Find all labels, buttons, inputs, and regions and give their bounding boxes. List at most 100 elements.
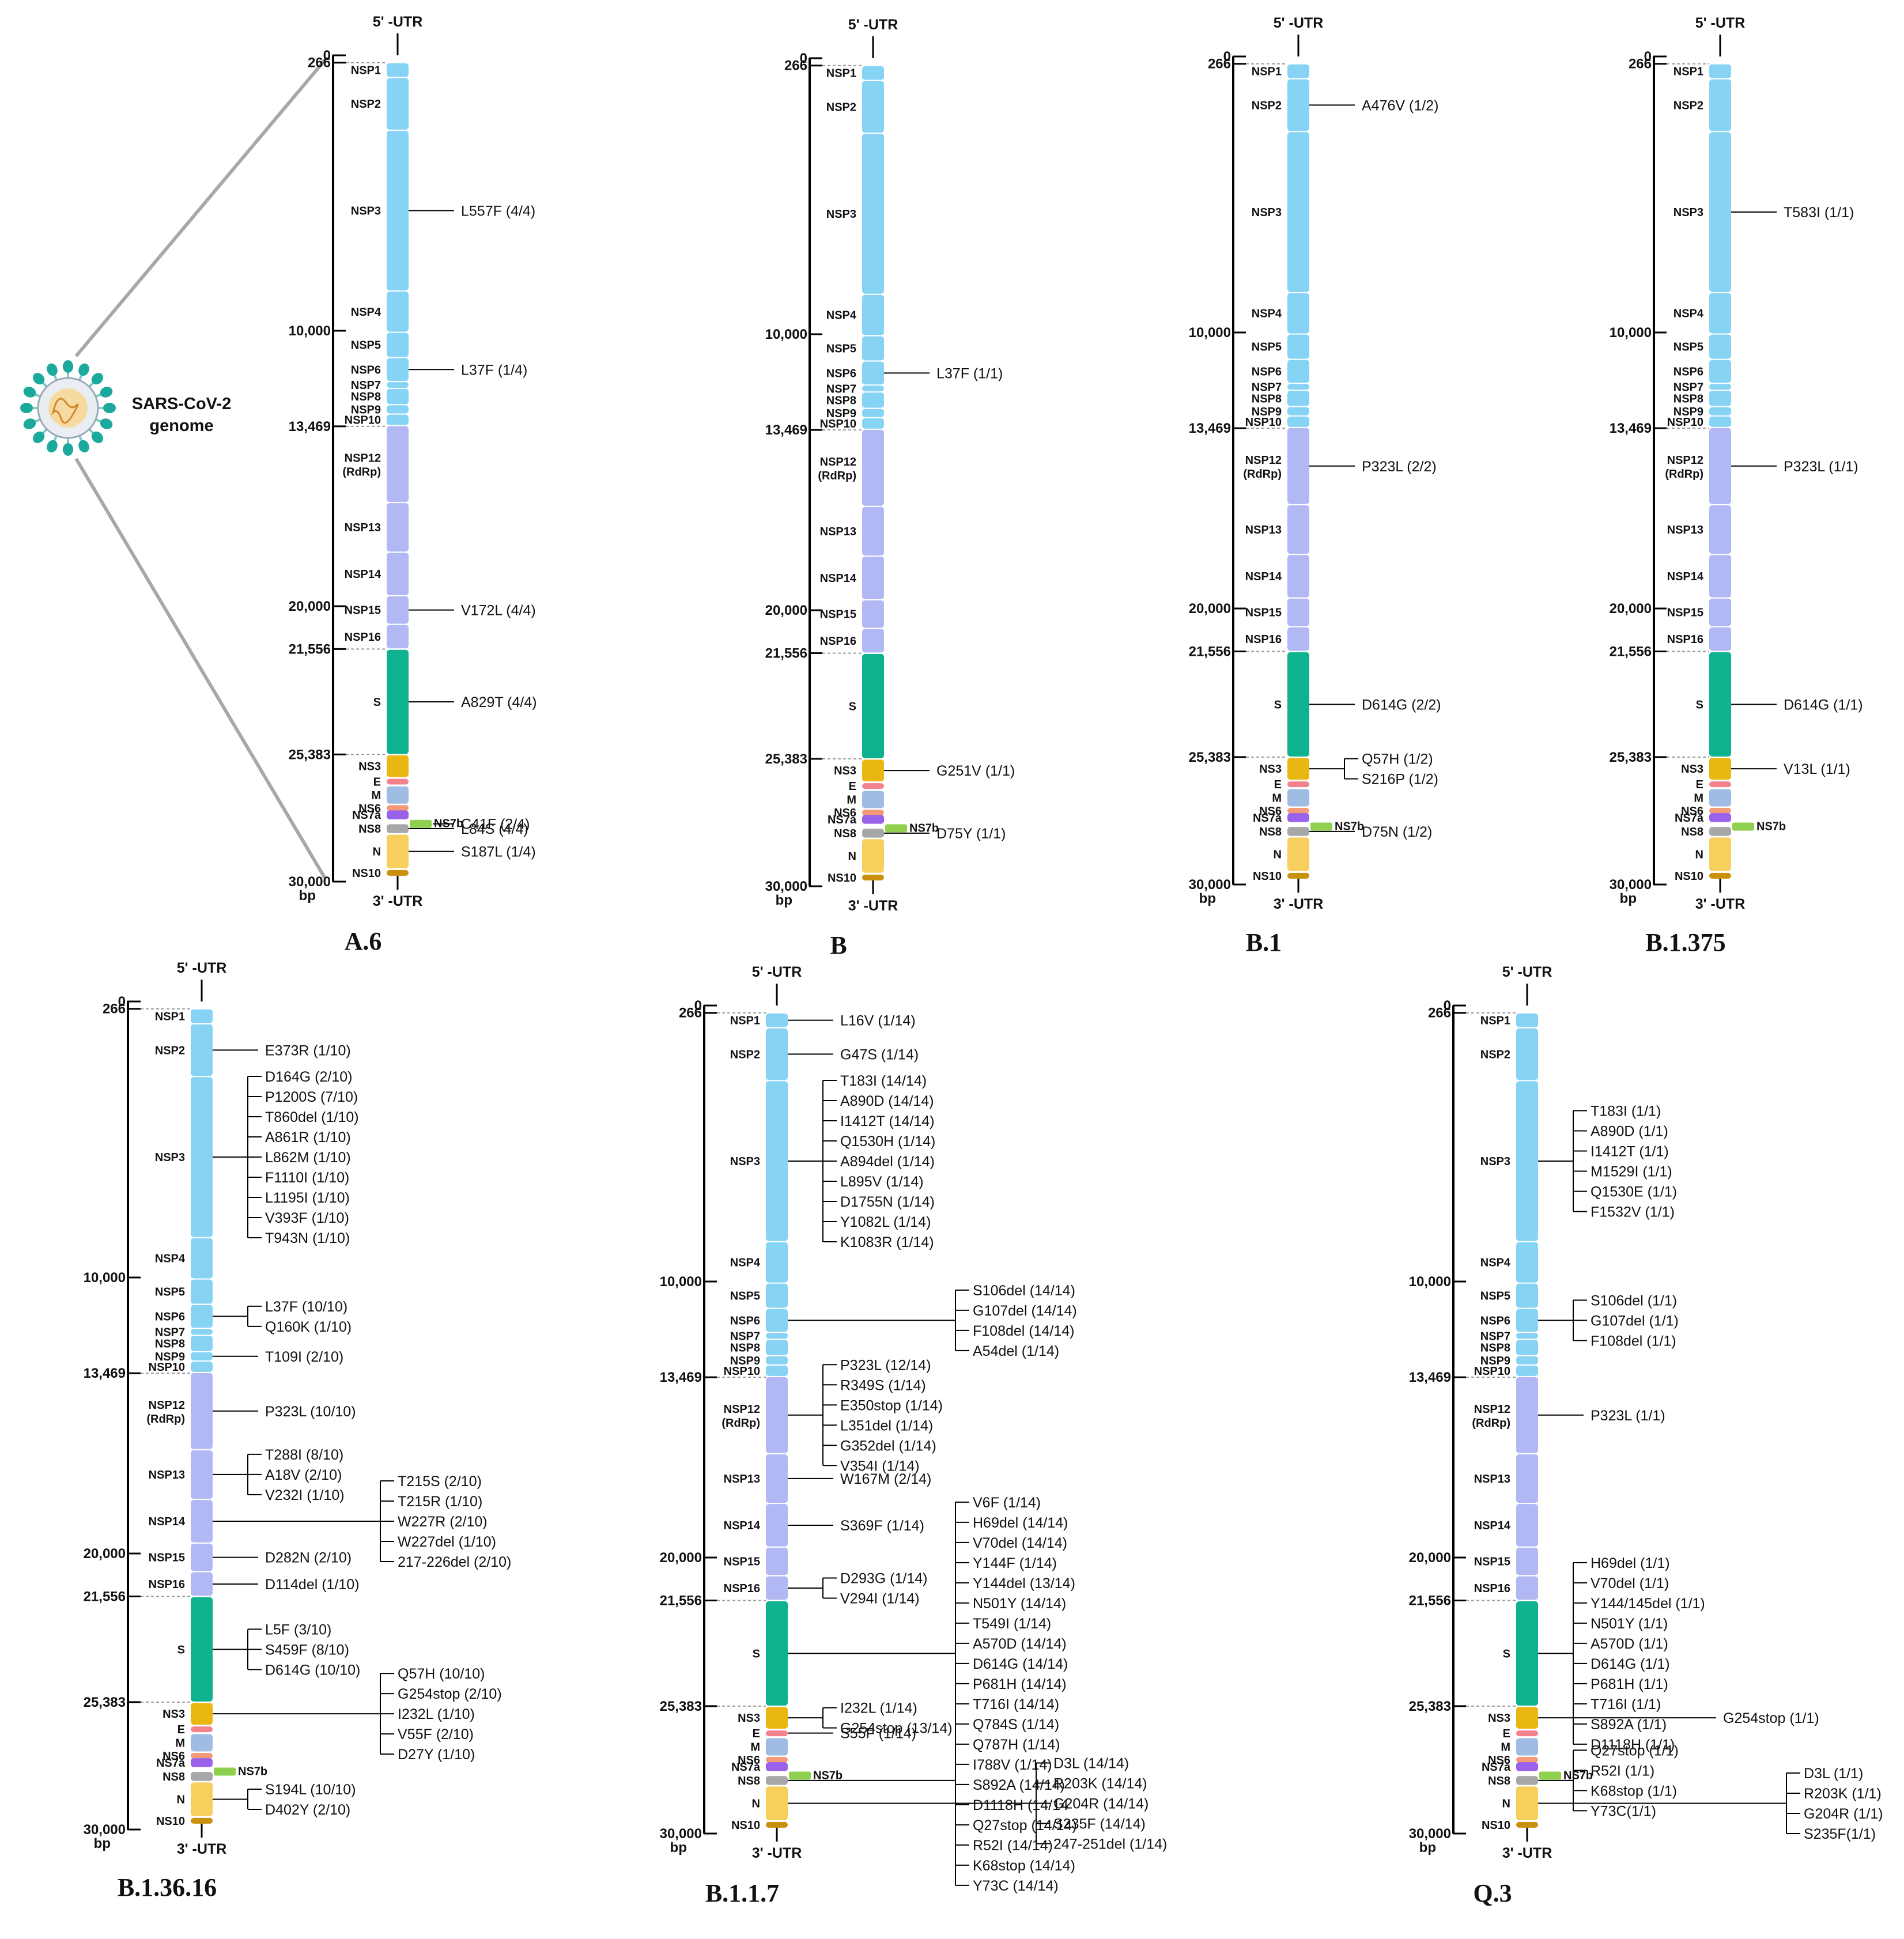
gene-nsp15 [862, 600, 884, 628]
gene-nsp1 [1516, 1013, 1538, 1027]
gene-label-nsp12: NSP12 [1474, 1403, 1510, 1416]
mutation-label: Y144del (13/14) [973, 1575, 1075, 1592]
gene-label-nsp16: NSP16 [1245, 633, 1282, 646]
virus-spike [100, 387, 113, 398]
gene-nsp13 [862, 507, 884, 556]
gene-label-nsp13: NSP13 [345, 521, 381, 534]
axis-tick-label: 266 [1629, 56, 1652, 72]
gene-ns6 [1287, 807, 1309, 814]
axis-tick-label: 266 [308, 55, 331, 71]
mutation-label: A829T (4/4) [461, 694, 537, 710]
axis-tick-label: 25,383 [84, 1695, 126, 1710]
gene-nsp15 [1516, 1547, 1538, 1575]
gene-label-nsp2: NSP2 [1480, 1048, 1510, 1061]
axis-tick-label: 10,000 [1610, 325, 1652, 341]
gene-label-m: M [750, 1741, 760, 1753]
utr5-label: 5' -UTR [373, 14, 423, 30]
mutation-label: Q57H (10/10) [398, 1666, 485, 1682]
mutation-label: S235F (14/14) [1053, 1816, 1146, 1832]
gene-nsp1 [766, 1013, 788, 1027]
gene-label-nsp1: NSP1 [1673, 66, 1703, 78]
gene-label-nsp5: NSP5 [155, 1286, 185, 1299]
gene-label-ns7a: NS7a [1675, 812, 1704, 825]
virus-spike [33, 373, 45, 385]
gene-label-nsp12: NSP12 [1245, 454, 1282, 467]
gene-ns10 [862, 874, 884, 880]
gene-nsp13 [1709, 505, 1731, 554]
mutation-group-s: D614G (2/2) [1309, 697, 1441, 713]
gene-label-nsp12: NSP12 [345, 452, 381, 464]
gene-ns7a [766, 1762, 788, 1771]
mutation-label: D614G (2/2) [1362, 697, 1441, 713]
gene-nsp12 [766, 1377, 788, 1453]
virus-spike [100, 418, 113, 429]
mutation-label: R52I (1/1) [1591, 1763, 1654, 1779]
gene-label-nsp13: NSP13 [1474, 1473, 1510, 1486]
mutation-label: A18V (2/10) [265, 1467, 342, 1483]
gene-nsp7 [862, 385, 884, 392]
mutation-label: G204R (1/1) [1804, 1806, 1883, 1822]
lineage-label: Q.3 [1473, 1879, 1512, 1907]
gene-label-nsp9: NSP9 [1252, 406, 1282, 418]
utr5-label: 5' -UTR [848, 17, 898, 33]
gene-ns3 [1516, 1707, 1538, 1729]
axis-tick-label: 30,000 [84, 1822, 126, 1838]
mutation-label: P323L (12/14) [840, 1357, 931, 1373]
gene-label-n: N [1695, 848, 1703, 861]
gene-nsp1 [1287, 64, 1309, 78]
gene-label-nsp10: NSP10 [1474, 1365, 1510, 1378]
gene-e [1516, 1730, 1538, 1737]
mutation-label: A570D (14/14) [973, 1636, 1067, 1652]
gene-ns3 [1709, 758, 1731, 780]
gene-label-nsp8: NSP8 [730, 1341, 760, 1354]
gene-label-ns10: NS10 [1675, 870, 1703, 883]
gene-nsp4 [1287, 293, 1309, 334]
gene-label-nsp16: NSP16 [724, 1582, 760, 1595]
mutation-label: L37F (1/1) [936, 365, 1003, 381]
gene-ns6 [862, 809, 884, 815]
gene-ns8 [1516, 1776, 1538, 1785]
gene-label-nsp16: NSP16 [820, 635, 856, 648]
gene-ns10 [1709, 872, 1731, 879]
virus-spike [91, 373, 103, 385]
mutation-label: V294I (1/14) [840, 1590, 920, 1607]
gene-label-nsp16: NSP16 [345, 631, 381, 644]
gene-ns6 [1516, 1756, 1538, 1763]
mutation-label: Y73C(1/1) [1591, 1803, 1656, 1819]
gene-label-nsp14: NSP14 [1245, 570, 1282, 583]
gene-label2-nsp12: (RdRp) [818, 470, 856, 482]
utr5-label: 5' -UTR [752, 964, 802, 980]
gene-label-e: E [1503, 1728, 1510, 1740]
gene-ns7a [1287, 813, 1309, 822]
gene-ns3 [862, 759, 884, 781]
gene-nsp10 [1287, 416, 1309, 427]
axis-tick-label: 13,469 [1610, 421, 1652, 436]
gene-ns7b [1539, 1771, 1561, 1780]
gene-label-nsp9: NSP9 [155, 1351, 185, 1363]
gene-nsp2 [191, 1024, 213, 1076]
gene-label-nsp16: NSP16 [149, 1578, 185, 1591]
gene-label-nsp3: NSP3 [155, 1151, 185, 1164]
gene-label-ns10: NS10 [1253, 870, 1282, 883]
axis-unit: bp [1419, 1840, 1436, 1855]
mutation-label: K68stop (1/1) [1591, 1783, 1677, 1799]
gene-n [766, 1786, 788, 1820]
gene-label-nsp12: NSP12 [1667, 454, 1703, 467]
gene-label-ns7b: NS7b [1756, 821, 1786, 833]
mutation-group-nsp6: L37F (10/10) Q160K (1/10) [213, 1299, 352, 1335]
mutation-group-nsp16: D293G (1/14) V294I (1/14) [788, 1570, 927, 1607]
gene-ns7b [410, 819, 432, 828]
mutation-group-nsp13: W167M (2/14) [788, 1471, 931, 1487]
gene-ns7b [885, 824, 907, 833]
gene-e [766, 1730, 788, 1737]
gene-nsp13 [191, 1450, 213, 1499]
gene-label-nsp1: NSP1 [1480, 1015, 1510, 1027]
gene-ns10 [387, 870, 409, 876]
gene-label-ns8: NS8 [1488, 1775, 1510, 1787]
mutation-label: V70del (1/1) [1591, 1575, 1669, 1592]
gene-nsp6 [1287, 360, 1309, 383]
gene-label-nsp1: NSP1 [826, 67, 856, 80]
